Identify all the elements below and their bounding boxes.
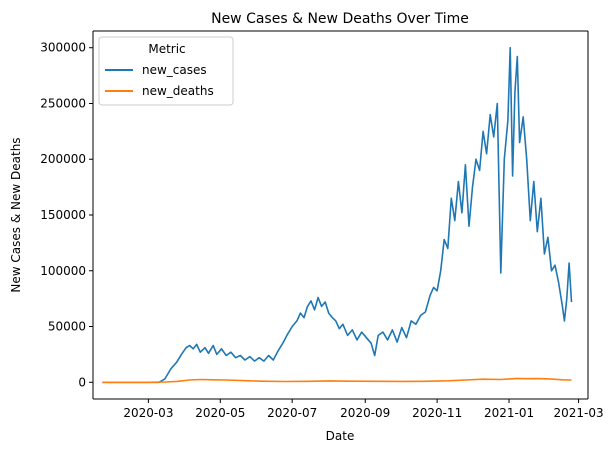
y-tick-label: 100000 xyxy=(40,264,86,278)
series-layer xyxy=(102,46,573,384)
legend-title: Metric xyxy=(148,42,185,56)
x-tick-label: 2021-03 xyxy=(554,406,604,420)
x-tick-label: 2021-01 xyxy=(484,406,534,420)
x-axis-label: Date xyxy=(326,429,355,443)
legend: Metric new_cases new_deaths xyxy=(98,36,234,106)
legend-entry-new-deaths: new_deaths xyxy=(142,84,214,98)
x-tick-label: 2020-03 xyxy=(123,406,173,420)
series-line-new-deaths xyxy=(102,377,572,384)
x-tick-label: 2020-07 xyxy=(267,406,317,420)
chart-title: New Cases & New Deaths Over Time xyxy=(211,11,469,27)
y-tick-label: 250000 xyxy=(40,96,86,110)
legend-box xyxy=(98,36,234,106)
y-tick-label: 50000 xyxy=(48,320,86,334)
series-line-new-cases xyxy=(102,46,573,384)
y-axis-label: New Cases & New Deaths xyxy=(9,137,23,292)
legend-entry-new-cases: new_cases xyxy=(142,63,207,77)
y-tick-label: 0 xyxy=(78,375,86,389)
x-tick-label: 2020-09 xyxy=(340,406,390,420)
x-tick-label: 2020-05 xyxy=(195,406,245,420)
x-tick-label: 2020-11 xyxy=(412,406,462,420)
y-tick-label: 200000 xyxy=(40,152,86,166)
y-axis-ticks: 0 50000 100000 150000 200000 250000 300000 xyxy=(40,41,93,389)
y-tick-label: 150000 xyxy=(40,208,86,222)
y-tick-label: 300000 xyxy=(40,41,86,55)
x-axis-ticks: 2020-03 2020-05 2020-07 2020-09 2020-11 2021-… xyxy=(123,399,604,420)
